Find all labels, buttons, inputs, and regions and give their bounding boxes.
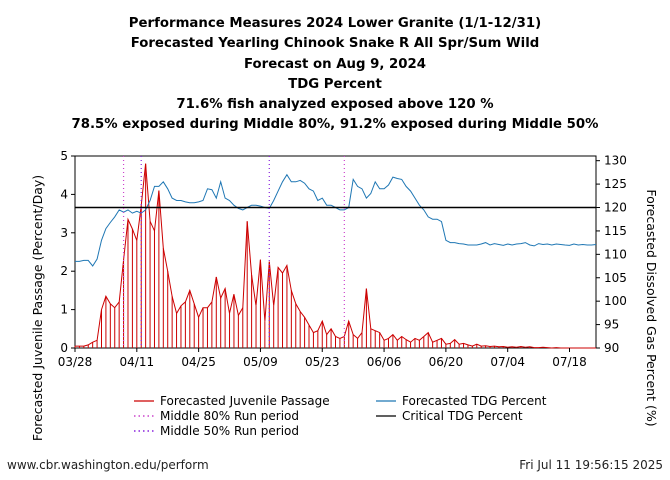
legend-label: Forecasted Juvenile Passage: [160, 394, 330, 408]
footer-timestamp: Fri Jul 11 19:56:15 2025: [519, 458, 663, 472]
title-line-6: 78.5% exposed during Middle 80%, 91.2% e…: [71, 117, 599, 133]
title-line-5: 71.6% fish analyzed exposed above 120 %: [176, 97, 494, 113]
x-tick-label: 05/23: [305, 355, 340, 369]
y-right-tick-label: 115: [604, 224, 627, 238]
title-line-1: Performance Measures 2024 Lower Granite …: [128, 16, 542, 31]
series-line-juvenile-passage: [75, 163, 596, 349]
x-tick-label: 04/25: [181, 355, 216, 369]
y-left-tick-label: 2: [60, 264, 68, 278]
title-line-4: TDG Percent: [288, 76, 382, 92]
y-axis-label-right: Forecasted Dissolved Gas Percent (%): [644, 189, 659, 426]
y-right-tick-label: 100: [604, 294, 627, 308]
x-tick-label: 05/09: [243, 355, 278, 369]
x-tick-label: 04/11: [120, 355, 155, 369]
x-tick-label: 07/04: [490, 355, 525, 369]
legend-label: Critical TDG Percent: [402, 409, 523, 423]
y-left-tick-label: 4: [60, 187, 68, 201]
y-left-tick-label: 5: [60, 149, 68, 163]
x-tick-label: 03/28: [58, 355, 93, 369]
y-axis-label-left: Forecasted Juvenile Passage (Percent/Day…: [30, 175, 45, 441]
title-line-2: Forecasted Yearling Chinook Snake R All …: [130, 36, 540, 52]
plot-frame: [74, 155, 597, 349]
x-tick-label: 06/20: [429, 355, 464, 369]
x-tick-label: 07/18: [552, 355, 587, 369]
y-right-tick-label: 125: [604, 177, 627, 191]
x-tick-label: 06/06: [367, 355, 402, 369]
y-right-tick-label: 130: [604, 154, 627, 168]
y-right-tick-label: 105: [604, 271, 627, 285]
legend-label: Forecasted TDG Percent: [402, 394, 547, 408]
y-left-tick-label: 3: [60, 226, 68, 240]
y-left-tick-label: 0: [60, 341, 68, 355]
footer-url[interactable]: www.cbr.washington.edu/perform: [7, 458, 209, 472]
y-right-tick-label: 95: [604, 318, 619, 332]
y-right-tick-label: 120: [604, 201, 627, 215]
chart-title: Performance Measures 2024 Lower Granite …: [0, 14, 670, 136]
y-right-tick-label: 110: [604, 247, 627, 261]
series-line-tdg-percent: [75, 173, 597, 267]
y-left-tick-label: 1: [60, 303, 68, 317]
title-line-3: Forecast on Aug 9, 2024: [243, 56, 427, 72]
y-right-tick-label: 90: [604, 341, 619, 355]
legend-label: Middle 50% Run period: [160, 424, 299, 438]
legend-label: Middle 80% Run period: [160, 409, 299, 423]
